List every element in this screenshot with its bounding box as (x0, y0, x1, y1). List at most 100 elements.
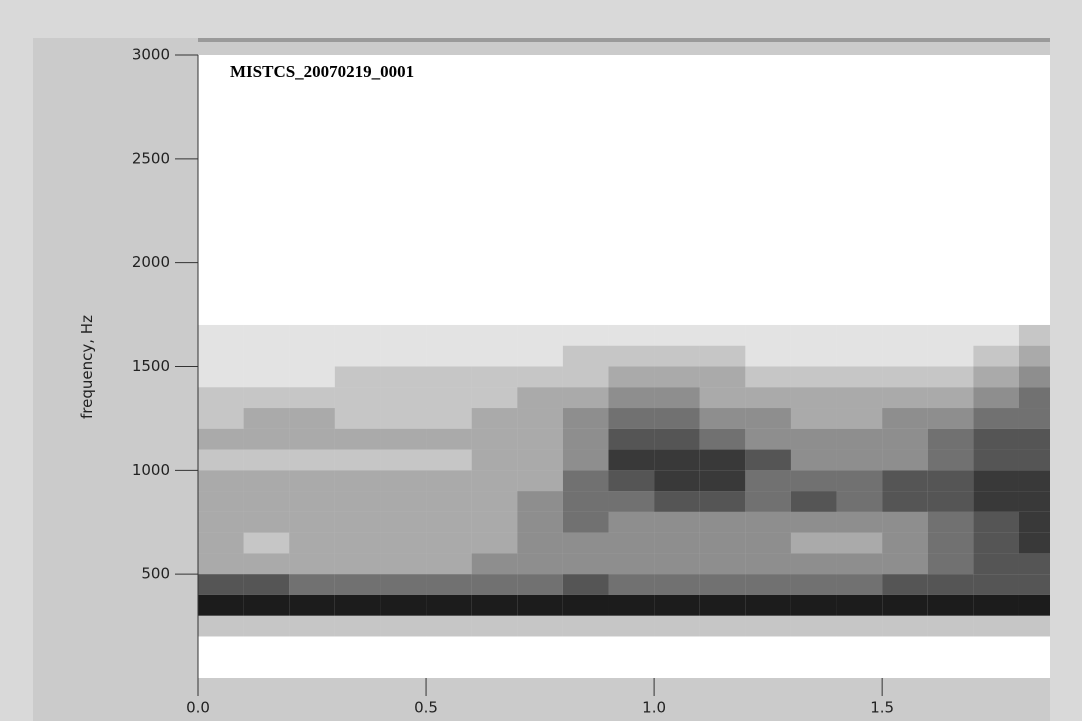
cell (471, 553, 518, 575)
cell (1018, 408, 1050, 429)
cell (243, 574, 290, 595)
cell (699, 511, 746, 533)
top-frame (198, 38, 1050, 42)
cell (927, 345, 974, 367)
cell (380, 470, 427, 492)
cell (198, 491, 244, 512)
cell (243, 449, 290, 471)
cell (198, 553, 244, 575)
cell (1018, 324, 1050, 346)
cell (517, 491, 563, 512)
cell (562, 574, 609, 595)
cell (1018, 574, 1050, 595)
cell (243, 615, 290, 637)
cell (1018, 511, 1050, 533)
cell (973, 491, 1019, 512)
x-tick-label: 1.5 (870, 699, 894, 717)
cell (426, 366, 472, 388)
cell (882, 324, 928, 346)
cell (836, 449, 883, 471)
cell (790, 532, 837, 554)
cell (790, 491, 837, 512)
cell (699, 615, 746, 637)
cell (973, 366, 1019, 388)
cell (426, 387, 472, 409)
cell (198, 594, 244, 616)
x-tick-label: 0.5 (414, 699, 438, 717)
cell (927, 449, 974, 471)
cell (334, 511, 381, 533)
cell (198, 408, 244, 429)
cell (608, 615, 655, 637)
cell (471, 345, 518, 367)
cell (882, 553, 928, 575)
cell (836, 532, 883, 554)
cell (426, 574, 472, 595)
cell (198, 387, 244, 409)
cell (334, 345, 381, 367)
cell (562, 511, 609, 533)
cell (654, 574, 700, 595)
cell (927, 387, 974, 409)
cell (836, 574, 883, 595)
cell (699, 553, 746, 575)
cell (380, 428, 427, 450)
cell (1018, 615, 1050, 637)
cell (973, 387, 1019, 409)
cell (699, 387, 746, 409)
cell (608, 449, 655, 471)
cell (562, 491, 609, 512)
cell (699, 594, 746, 616)
y-tick-label: 1000 (132, 461, 170, 479)
cell (745, 408, 791, 429)
cell (790, 574, 837, 595)
cell (380, 553, 427, 575)
cell (426, 553, 472, 575)
cell (334, 615, 381, 637)
cell (517, 428, 563, 450)
cell (745, 491, 791, 512)
cell (836, 324, 883, 346)
cell (654, 511, 700, 533)
cell (927, 574, 974, 595)
cell (380, 491, 427, 512)
cell (426, 511, 472, 533)
cell (927, 491, 974, 512)
cell (198, 449, 244, 471)
cell (882, 574, 928, 595)
x-tick-label: 0.0 (186, 699, 210, 717)
cell (334, 470, 381, 492)
cell (289, 532, 335, 554)
cell (654, 324, 700, 346)
cell (836, 615, 883, 637)
cell (745, 449, 791, 471)
cell (243, 553, 290, 575)
cell (198, 470, 244, 492)
y-tick-label: 500 (141, 565, 170, 583)
cell (699, 408, 746, 429)
cell (973, 408, 1019, 429)
cells (198, 324, 1050, 637)
cell (517, 574, 563, 595)
cell (608, 594, 655, 616)
cell (882, 511, 928, 533)
cell (973, 345, 1019, 367)
cell (745, 574, 791, 595)
cell (426, 345, 472, 367)
cell (334, 408, 381, 429)
cell (380, 594, 427, 616)
cell (517, 387, 563, 409)
cell (1018, 345, 1050, 367)
cell (517, 594, 563, 616)
cell (289, 574, 335, 595)
cell (608, 470, 655, 492)
cell (517, 615, 563, 637)
cell (380, 345, 427, 367)
cell (836, 387, 883, 409)
cell (745, 594, 791, 616)
cell (790, 428, 837, 450)
cell (289, 511, 335, 533)
cell (745, 615, 791, 637)
cell (562, 594, 609, 616)
